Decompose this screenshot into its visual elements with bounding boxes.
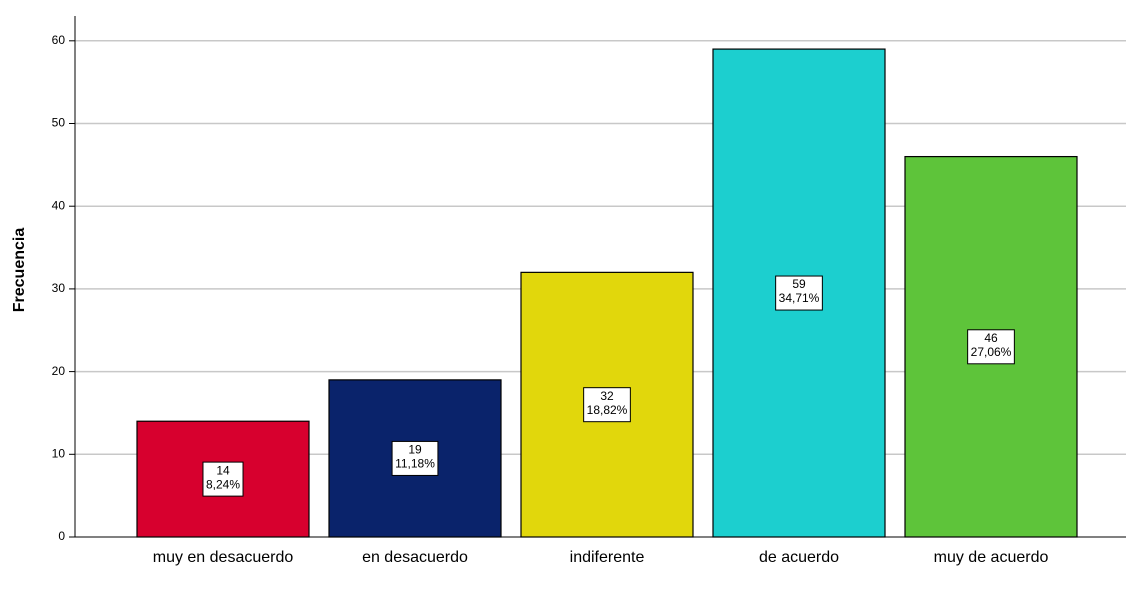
y-tick-label: 30 [52,281,66,295]
y-tick-label: 0 [58,529,65,543]
data-label-box [391,440,439,476]
data-label: 59 [792,277,806,291]
data-label: 46 [984,331,998,345]
percentage-label: 11,18% [395,457,435,471]
x-tick-label: de acuerdo [759,549,839,566]
data-label-box [967,329,1015,365]
data-label: 14 [216,463,230,477]
percentage-label: 34,71% [779,291,820,305]
y-tick-label: 20 [52,364,66,378]
y-tick-label: 60 [52,33,66,47]
data-label-box [202,461,244,497]
y-tick-label: 10 [52,446,66,460]
data-label-box [583,387,631,423]
data-label: 19 [408,443,422,457]
data-label-box [775,275,823,311]
x-tick-label: en desacuerdo [362,549,468,566]
percentage-label: 27,06% [971,345,1012,359]
percentage-label: 8,24% [206,477,240,491]
percentage-label: 18,82% [587,403,628,417]
y-tick-label: 50 [52,116,66,130]
y-axis-label: Frecuencia [11,228,28,313]
x-tick-label: muy en desacuerdo [153,549,294,566]
data-label: 32 [600,389,614,403]
y-tick-label: 40 [52,198,66,212]
x-tick-label: muy de acuerdo [934,549,1049,566]
x-tick-label: indiferente [570,549,645,566]
